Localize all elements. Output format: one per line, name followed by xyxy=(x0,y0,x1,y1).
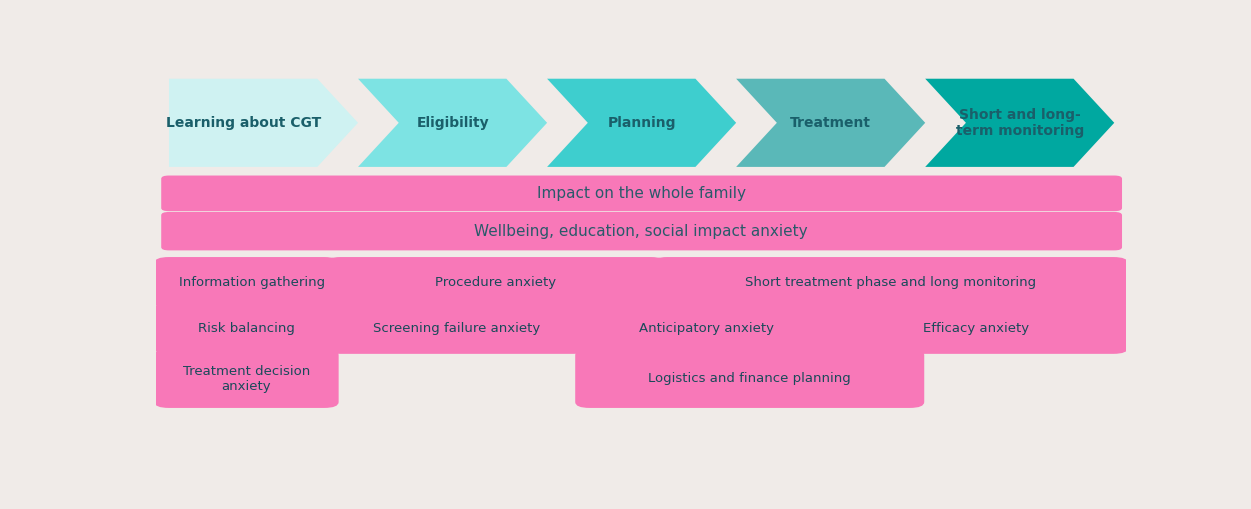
Text: Procedure anxiety: Procedure anxiety xyxy=(435,276,557,289)
FancyBboxPatch shape xyxy=(161,176,1122,211)
Polygon shape xyxy=(736,79,926,167)
Text: Learning about CGT: Learning about CGT xyxy=(165,116,320,130)
FancyBboxPatch shape xyxy=(575,303,837,354)
FancyBboxPatch shape xyxy=(161,212,1122,250)
Text: Planning: Planning xyxy=(608,116,676,130)
Text: Short and long-
term monitoring: Short and long- term monitoring xyxy=(956,108,1083,138)
Text: Screening failure anxiety: Screening failure anxiety xyxy=(373,322,540,335)
FancyBboxPatch shape xyxy=(154,303,339,354)
FancyBboxPatch shape xyxy=(327,303,588,354)
Polygon shape xyxy=(358,79,547,167)
Text: Treatment decision
anxiety: Treatment decision anxiety xyxy=(183,364,310,392)
Text: Logistics and finance planning: Logistics and finance planning xyxy=(648,372,851,385)
FancyBboxPatch shape xyxy=(653,257,1128,308)
Text: Impact on the whole family: Impact on the whole family xyxy=(537,186,746,201)
Polygon shape xyxy=(926,79,1115,167)
Text: Information gathering: Information gathering xyxy=(179,276,325,289)
FancyBboxPatch shape xyxy=(327,257,666,308)
Text: Treatment: Treatment xyxy=(791,116,871,130)
FancyBboxPatch shape xyxy=(824,303,1128,354)
Text: Wellbeing, education, social impact anxiety: Wellbeing, education, social impact anxi… xyxy=(474,223,808,239)
Text: Short treatment phase and long monitoring: Short treatment phase and long monitorin… xyxy=(744,276,1036,289)
Text: Efficacy anxiety: Efficacy anxiety xyxy=(923,322,1030,335)
Text: Risk balancing: Risk balancing xyxy=(198,322,295,335)
Polygon shape xyxy=(547,79,736,167)
FancyBboxPatch shape xyxy=(575,349,924,408)
Text: Eligibility: Eligibility xyxy=(417,116,489,130)
Polygon shape xyxy=(169,79,358,167)
FancyBboxPatch shape xyxy=(154,349,339,408)
FancyBboxPatch shape xyxy=(154,257,339,308)
Text: Anticipatory anxiety: Anticipatory anxiety xyxy=(638,322,773,335)
